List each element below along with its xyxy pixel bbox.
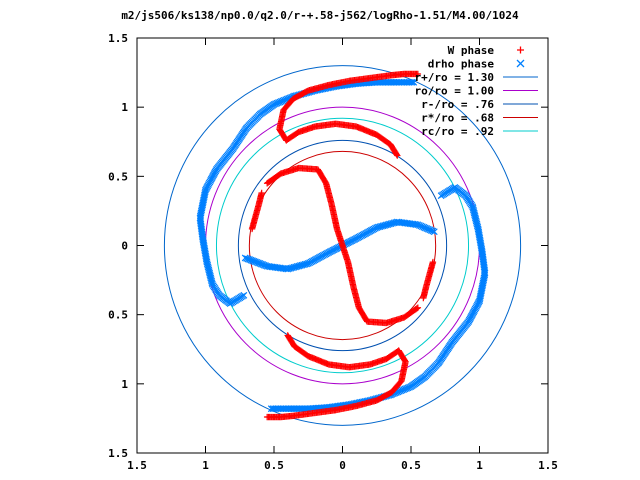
drho-point xyxy=(437,192,445,200)
y-tick-label: 1.5 xyxy=(108,447,128,460)
y-tick-label: 1 xyxy=(121,378,128,391)
legend-label: r+/ro = 1.30 xyxy=(415,71,494,84)
drho-point xyxy=(408,78,416,86)
drho-point xyxy=(269,405,277,413)
y-tick-label: 1.5 xyxy=(108,32,128,45)
x-tick-label: 0.5 xyxy=(401,459,421,472)
w-phase-point xyxy=(248,225,256,233)
x-tick-label: 1.5 xyxy=(538,459,558,472)
axis-ticks: 1.5 1 0.5 0 0.5 1 1.51.510.500.511.5 xyxy=(108,32,558,472)
legend-marker-sample xyxy=(516,59,525,68)
y-tick-label: 0.5 xyxy=(108,309,128,322)
y-tick-label: 1 xyxy=(121,101,128,114)
drho-point xyxy=(240,291,248,299)
drho-point xyxy=(410,78,418,86)
w-phase-point xyxy=(263,180,271,187)
legend-marker-sample xyxy=(517,46,524,54)
drho-point xyxy=(429,227,437,235)
y-tick-label: 0 xyxy=(121,240,128,253)
legend-label: r*/ro = .68 xyxy=(421,112,494,125)
legend-label: W phase xyxy=(448,44,495,57)
x-tick-label: 0 xyxy=(339,459,346,472)
x-tick-label: 0.5 xyxy=(264,459,284,472)
circle-r1-3 xyxy=(163,65,522,426)
drho-point xyxy=(267,405,275,413)
y-tick-label: 0.5 xyxy=(108,170,128,183)
circle-r0-92 xyxy=(215,117,470,374)
circle-r0-68 xyxy=(248,150,437,341)
w-phase-point xyxy=(263,413,271,421)
legend-label: rc/ro = .92 xyxy=(421,125,494,138)
legend-label: drho phase xyxy=(428,58,495,71)
legend-label: r-/ro = .76 xyxy=(421,98,494,111)
circle-r0-76 xyxy=(237,139,448,352)
w-phase-points xyxy=(248,70,437,421)
chart-title: m2/js506/ks138/np0.0/q2.0/r-+.58-j562/lo… xyxy=(121,9,519,22)
w-phase-point xyxy=(265,179,272,186)
drho-point xyxy=(430,228,438,236)
x-tick-label: 1.5 xyxy=(127,459,147,472)
drho-phase-points xyxy=(196,78,489,413)
x-tick-label: 1 xyxy=(476,459,483,472)
legend-label: ro/ro = 1.00 xyxy=(415,85,494,98)
w-phase-point xyxy=(414,70,422,78)
w-phase-point xyxy=(429,258,437,266)
x-tick-label: 1 xyxy=(202,459,209,472)
